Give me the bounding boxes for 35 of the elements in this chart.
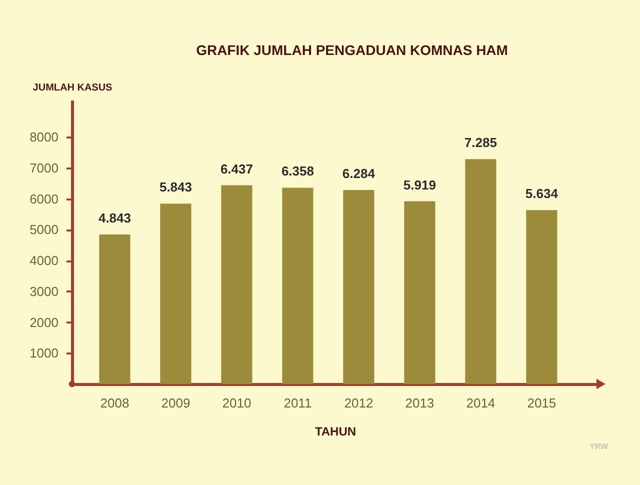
x-tick-label: 2015 [527,396,556,410]
bar [99,234,130,384]
x-tick-label: 2013 [405,396,434,410]
x-tick-label: 2008 [100,396,130,410]
data-label: 6.437 [220,161,253,176]
x-tick-label: 2012 [344,396,374,410]
bar [404,201,436,384]
data-label: 7.285 [464,135,497,150]
y-tick-label: 2000 [30,314,58,330]
data-label: 5.843 [159,180,192,195]
y-tick-label: 4000 [30,253,58,268]
bar [343,190,374,384]
y-tick-label: 8000 [30,130,58,145]
y-tick-label: 5000 [30,222,58,238]
bar [282,188,314,384]
data-label: 6.358 [281,164,314,179]
chart-title: GRAFIK JUMLAH PENGADUAN KOMNAS HAM [196,42,508,58]
x-tick-label: 2009 [161,396,190,410]
bar [160,204,192,384]
x-axis-title: TAHUN [314,424,356,438]
y-tick-label: 3000 [30,284,58,299]
data-label: 6.284 [342,166,376,182]
x-tick-label: 2010 [222,396,252,410]
y-tick-label: 6000 [30,191,58,206]
x-tick-label: 2011 [284,396,312,410]
y-axis-title: JUMLAH KASUS [32,82,113,94]
bar [526,210,558,384]
data-label: 5.919 [403,177,436,192]
y-tick-label: 7000 [30,160,58,176]
data-label: 5.634 [525,186,559,202]
y-tick-label: 1000 [30,346,58,361]
data-label: 4.843 [98,210,132,226]
bar [465,159,496,384]
bar [221,185,252,384]
x-tick-label: 2014 [466,396,496,410]
